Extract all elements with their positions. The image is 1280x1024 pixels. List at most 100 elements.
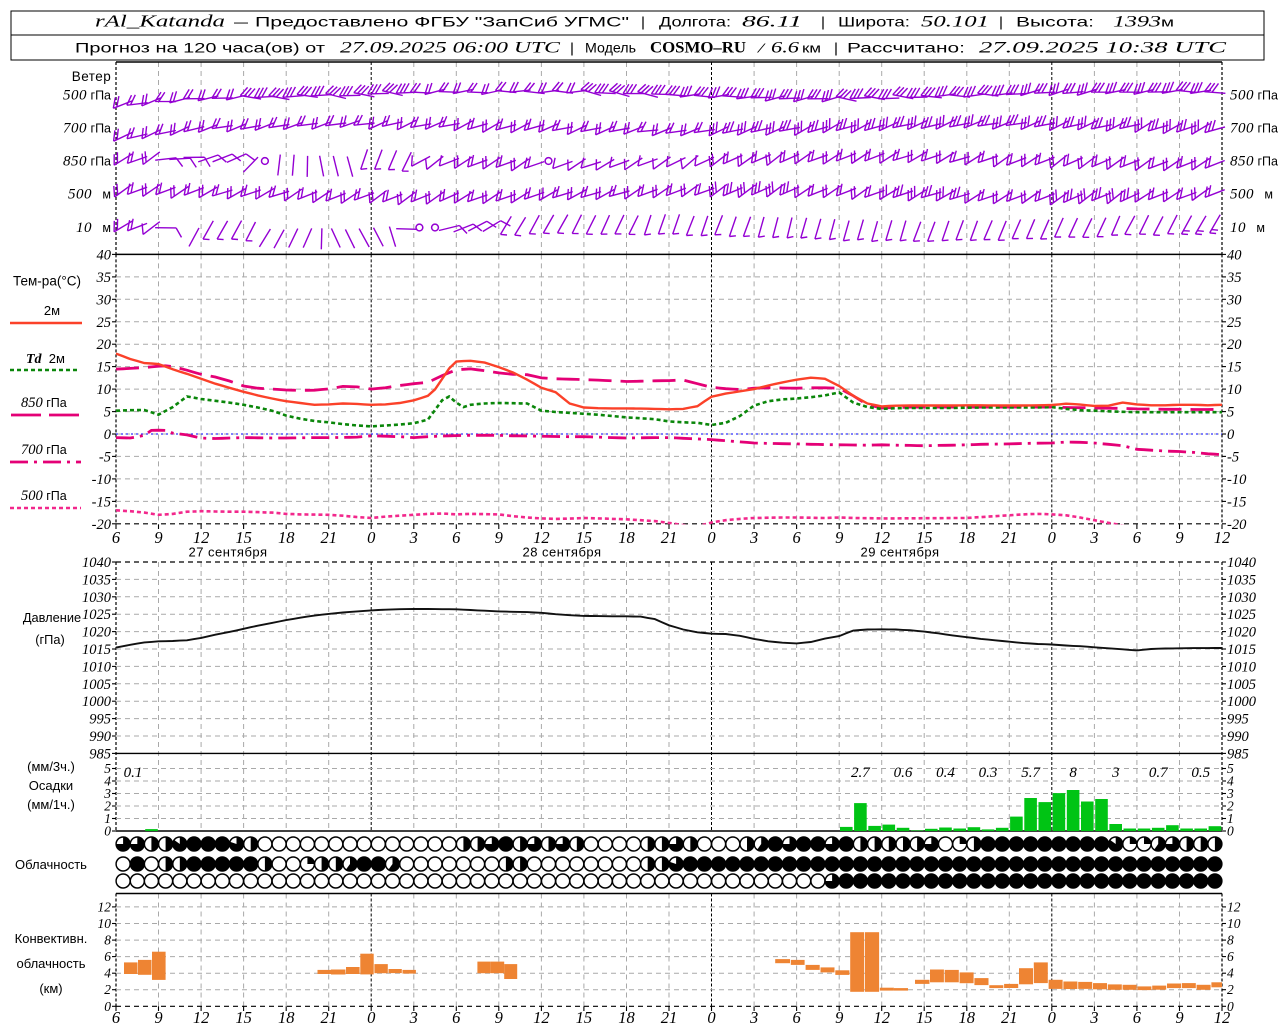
svg-text:9: 9 bbox=[495, 1008, 503, 1024]
svg-text:6: 6 bbox=[792, 1008, 801, 1024]
svg-text:40: 40 bbox=[1227, 247, 1242, 263]
svg-text:-5: -5 bbox=[99, 449, 111, 465]
svg-text:12: 12 bbox=[533, 528, 550, 547]
svg-text:|: | bbox=[641, 14, 645, 30]
svg-text:10: 10 bbox=[1227, 382, 1242, 398]
svg-text:5: 5 bbox=[1227, 405, 1234, 421]
svg-text:1025: 1025 bbox=[1227, 607, 1256, 623]
svg-text:3: 3 bbox=[749, 528, 758, 547]
svg-text:км: км bbox=[802, 41, 821, 56]
svg-text:-10: -10 bbox=[1227, 472, 1247, 488]
svg-text:1015: 1015 bbox=[1227, 642, 1256, 658]
svg-text:6.6: 6.6 bbox=[771, 40, 799, 57]
svg-text:-15: -15 bbox=[92, 494, 111, 510]
svg-text:8: 8 bbox=[1069, 765, 1077, 781]
svg-text:3: 3 bbox=[1089, 1008, 1098, 1024]
svg-text:6: 6 bbox=[1133, 1008, 1142, 1024]
svg-text:5: 5 bbox=[1227, 761, 1234, 776]
svg-text:9: 9 bbox=[495, 528, 503, 547]
svg-text:Давление: Давление bbox=[23, 610, 81, 625]
svg-text:850 гПа: 850 гПа bbox=[21, 395, 67, 411]
svg-text:COSMO–RU: COSMO–RU bbox=[650, 40, 746, 57]
svg-text:990: 990 bbox=[89, 729, 112, 745]
svg-text:1005: 1005 bbox=[1227, 677, 1256, 693]
svg-text:6: 6 bbox=[112, 1008, 121, 1024]
svg-text:2: 2 bbox=[1227, 799, 1234, 814]
svg-text:2: 2 bbox=[104, 982, 111, 997]
svg-text:Предоставлено ФГБУ "ЗапСиб УГМ: Предоставлено ФГБУ "ЗапСиб УГМС" bbox=[255, 14, 629, 30]
svg-text:10: 10 bbox=[1227, 916, 1241, 931]
svg-text:6: 6 bbox=[452, 528, 461, 547]
svg-text:1035: 1035 bbox=[1227, 572, 1256, 588]
svg-text:0: 0 bbox=[707, 1008, 716, 1024]
svg-text:18: 18 bbox=[959, 1008, 976, 1024]
svg-text:rAl_Katanda: rAl_Katanda bbox=[95, 12, 225, 31]
svg-text:Конвективн.: Конвективн. bbox=[15, 931, 88, 946]
svg-text:12: 12 bbox=[1227, 899, 1241, 914]
svg-text:15: 15 bbox=[235, 1008, 252, 1024]
svg-text:(мм/1ч.): (мм/1ч.) bbox=[27, 797, 75, 812]
svg-text:1010: 1010 bbox=[1227, 659, 1257, 675]
svg-text:6: 6 bbox=[1133, 528, 1142, 547]
svg-text:|: | bbox=[821, 14, 825, 30]
svg-text:0: 0 bbox=[1227, 427, 1235, 443]
svg-text:20: 20 bbox=[1227, 337, 1242, 353]
svg-text:18: 18 bbox=[618, 528, 635, 547]
svg-text:29 сентября: 29 сентября bbox=[860, 545, 939, 560]
svg-text:Облачность: Облачность bbox=[15, 857, 87, 872]
svg-text:0.5: 0.5 bbox=[1191, 765, 1210, 781]
svg-text:5: 5 bbox=[104, 405, 111, 421]
svg-text:-10: -10 bbox=[92, 472, 112, 488]
svg-text:12: 12 bbox=[873, 1008, 890, 1024]
svg-text:3: 3 bbox=[409, 1008, 418, 1024]
svg-text:1000: 1000 bbox=[82, 694, 112, 710]
svg-text:50.101: 50.101 bbox=[921, 14, 989, 31]
svg-text:Модель: Модель bbox=[585, 41, 636, 56]
svg-text:3: 3 bbox=[1226, 786, 1234, 801]
svg-text:10 м: 10 м bbox=[1230, 220, 1265, 236]
svg-text:1: 1 bbox=[104, 811, 111, 826]
svg-text:-15: -15 bbox=[1227, 494, 1246, 510]
svg-text:10: 10 bbox=[97, 382, 112, 398]
svg-text:1015: 1015 bbox=[82, 642, 111, 658]
svg-text:1030: 1030 bbox=[82, 590, 112, 606]
svg-text:86.11: 86.11 bbox=[742, 14, 802, 31]
svg-text:1040: 1040 bbox=[82, 555, 112, 571]
svg-text:700 гПа: 700 гПа bbox=[1230, 121, 1278, 137]
svg-text:6: 6 bbox=[792, 528, 801, 547]
svg-text:35: 35 bbox=[96, 270, 112, 286]
svg-text:15: 15 bbox=[576, 528, 593, 547]
svg-text:21: 21 bbox=[320, 1008, 337, 1024]
svg-text:18: 18 bbox=[959, 528, 976, 547]
svg-text:27.09.2025 06:00 UTC: 27.09.2025 06:00 UTC bbox=[340, 40, 561, 57]
svg-text:1020: 1020 bbox=[82, 625, 112, 641]
svg-text:18: 18 bbox=[278, 528, 295, 547]
svg-text:3: 3 bbox=[1089, 528, 1098, 547]
svg-text:12: 12 bbox=[98, 899, 112, 914]
svg-text:1040: 1040 bbox=[1227, 555, 1257, 571]
svg-text:4: 4 bbox=[1227, 774, 1234, 789]
svg-text:3: 3 bbox=[1111, 765, 1120, 781]
svg-text:8: 8 bbox=[1227, 933, 1234, 948]
svg-text:|: | bbox=[570, 41, 574, 56]
svg-text:12: 12 bbox=[1214, 1008, 1231, 1024]
svg-text:|: | bbox=[834, 41, 838, 56]
svg-text:4: 4 bbox=[1227, 966, 1234, 981]
svg-text:30: 30 bbox=[1226, 292, 1242, 308]
svg-text:18: 18 bbox=[278, 1008, 295, 1024]
svg-text:30: 30 bbox=[96, 292, 112, 308]
svg-text:0: 0 bbox=[104, 824, 111, 839]
svg-text:25: 25 bbox=[97, 315, 112, 331]
svg-text:Td 2м: Td 2м bbox=[26, 351, 65, 367]
svg-text:21: 21 bbox=[1001, 1008, 1018, 1024]
svg-text:0.1: 0.1 bbox=[124, 765, 143, 781]
svg-text:9: 9 bbox=[1175, 1008, 1183, 1024]
svg-text:15: 15 bbox=[576, 1008, 593, 1024]
svg-text:20: 20 bbox=[97, 337, 112, 353]
svg-text:5: 5 bbox=[104, 761, 111, 776]
svg-text:1000: 1000 bbox=[1227, 694, 1257, 710]
svg-text:2: 2 bbox=[104, 799, 111, 814]
svg-text:12: 12 bbox=[193, 1008, 210, 1024]
svg-text:990: 990 bbox=[1227, 729, 1250, 745]
svg-text:15: 15 bbox=[235, 528, 252, 547]
